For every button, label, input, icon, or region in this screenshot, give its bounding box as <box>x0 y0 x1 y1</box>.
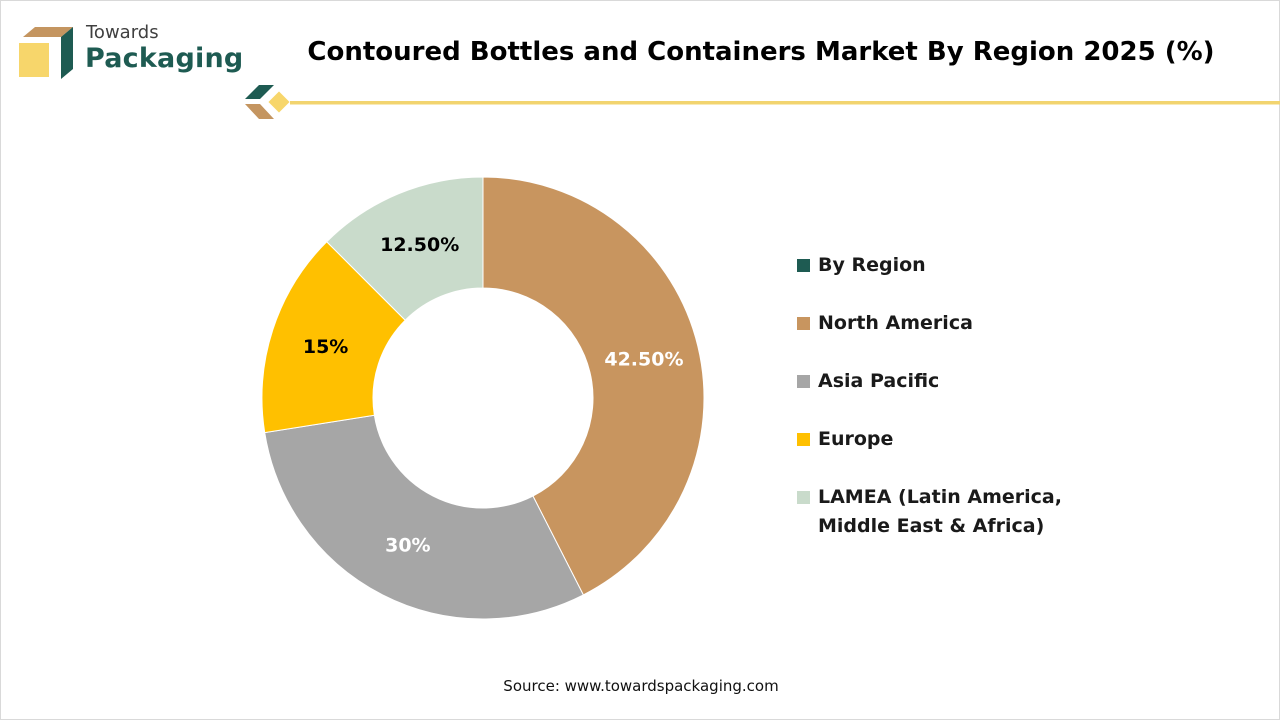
divider-diamond-icon <box>265 88 293 116</box>
brand-name-line2: Packaging <box>85 43 244 74</box>
donut-slice-europe <box>261 241 406 434</box>
divider-tan-chevron-icon <box>245 104 274 119</box>
legend-label-europe: Europe <box>818 428 894 450</box>
legend-item-north-america: North America <box>797 309 1127 338</box>
legend-label-north-america: North America <box>818 312 973 334</box>
data-label-europe: 15% <box>303 336 348 358</box>
chart-legend: By Region North America Asia Pacific Eur… <box>797 251 1127 541</box>
legend-label-asia-pacific: Asia Pacific <box>818 370 940 392</box>
data-label-north-america: 42.50% <box>604 348 683 370</box>
donut-slice-asia-pacific <box>264 414 585 620</box>
divider-dark-chevron-icon <box>245 85 274 99</box>
legend-item-by-region: By Region <box>797 251 1127 280</box>
legend-swatch-lamea <box>797 491 810 504</box>
legend-label-by-region: By Region <box>818 254 926 276</box>
legend-label-lamea-line1: LAMEA (Latin America, <box>818 486 1062 508</box>
title-divider <box>245 85 1280 119</box>
donut-slice-lamea-latin-america-middle-east-africa <box>326 176 484 321</box>
legend-swatch-europe <box>797 433 810 446</box>
legend-item-europe: Europe <box>797 425 1127 454</box>
divider-line <box>290 101 1280 105</box>
legend-swatch-by-region <box>797 259 810 272</box>
box-logo-icon <box>19 27 73 79</box>
source-note: Source: www.towardspackaging.com <box>503 677 779 695</box>
legend-item-asia-pacific: Asia Pacific <box>797 367 1127 396</box>
legend-label-lamea-line2: Middle East & Africa) <box>818 515 1045 537</box>
donut-slice-north-america <box>482 176 705 596</box>
data-label-asia-pacific: 30% <box>385 534 430 556</box>
legend-swatch-north-america <box>797 317 810 330</box>
brand-name-line1: Towards <box>86 22 159 43</box>
legend-item-lamea: LAMEA (Latin America, Middle East & Afri… <box>797 483 1127 541</box>
brand-logo: Towards Packaging <box>15 21 243 83</box>
data-label-lamea-latin-america-middle-east-africa: 12.50% <box>380 234 459 256</box>
chart-title: Contoured Bottles and Containers Market … <box>307 37 1215 67</box>
legend-swatch-asia-pacific <box>797 375 810 388</box>
